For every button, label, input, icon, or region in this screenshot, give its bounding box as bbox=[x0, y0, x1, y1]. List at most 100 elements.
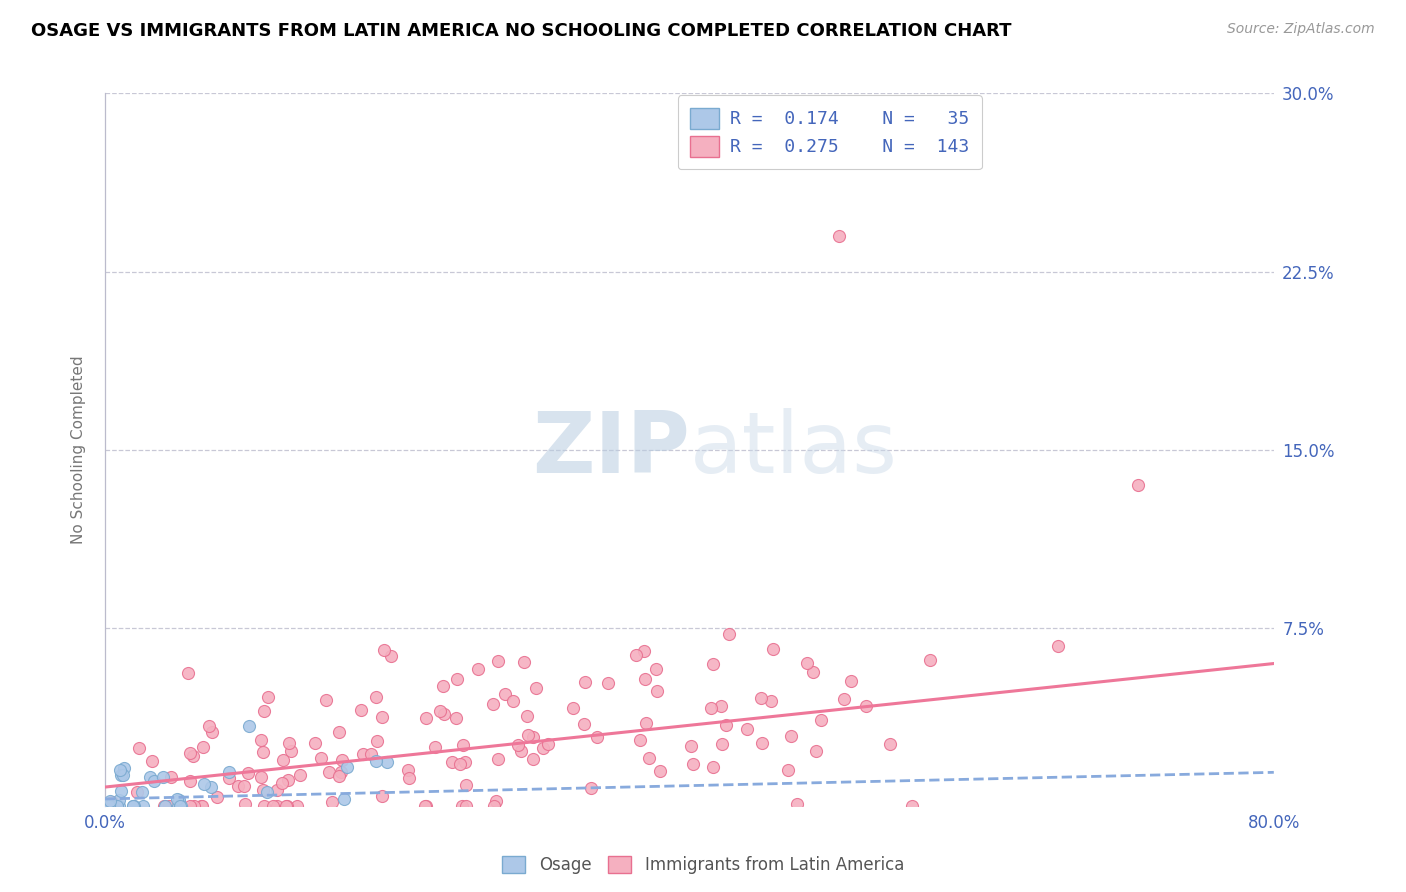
Point bbox=[218, 764, 240, 779]
Point bbox=[920, 652, 942, 666]
Point bbox=[522, 731, 544, 745]
Point bbox=[167, 799, 190, 814]
Point bbox=[205, 789, 228, 804]
Point bbox=[456, 778, 478, 792]
Point bbox=[183, 799, 205, 814]
Text: Source: ZipAtlas.com: Source: ZipAtlas.com bbox=[1227, 22, 1375, 37]
Point bbox=[328, 725, 350, 739]
Point bbox=[321, 795, 343, 809]
Y-axis label: No Schooling Completed: No Schooling Completed bbox=[72, 355, 86, 544]
Point bbox=[121, 799, 143, 814]
Point bbox=[444, 710, 467, 724]
Point bbox=[759, 694, 782, 708]
Point bbox=[160, 770, 183, 784]
Point bbox=[1046, 639, 1069, 653]
Point bbox=[166, 792, 188, 806]
Point bbox=[101, 795, 124, 809]
Point bbox=[711, 737, 734, 751]
Point bbox=[350, 703, 373, 717]
Point bbox=[177, 665, 200, 680]
Point bbox=[105, 799, 128, 814]
Point bbox=[328, 769, 350, 783]
Point bbox=[98, 799, 121, 814]
Point bbox=[718, 626, 741, 640]
Point bbox=[513, 655, 536, 669]
Point bbox=[700, 700, 723, 714]
Point bbox=[801, 665, 824, 679]
Point bbox=[96, 799, 118, 814]
Point bbox=[451, 738, 474, 752]
Point bbox=[238, 719, 260, 733]
Point bbox=[330, 765, 353, 780]
Point bbox=[645, 683, 668, 698]
Point bbox=[304, 736, 326, 750]
Point bbox=[108, 763, 131, 777]
Point bbox=[250, 733, 273, 747]
Point bbox=[508, 738, 530, 752]
Point bbox=[193, 739, 215, 754]
Point bbox=[454, 755, 477, 769]
Point bbox=[572, 716, 595, 731]
Text: atlas: atlas bbox=[689, 409, 897, 491]
Point bbox=[879, 737, 901, 751]
Point bbox=[482, 799, 505, 814]
Point bbox=[638, 750, 661, 764]
Point bbox=[375, 756, 398, 770]
Point bbox=[107, 793, 129, 807]
Point bbox=[181, 749, 204, 764]
Point bbox=[110, 784, 132, 798]
Point bbox=[433, 706, 456, 721]
Point bbox=[153, 799, 176, 814]
Point bbox=[233, 779, 256, 793]
Point bbox=[415, 711, 437, 725]
Point bbox=[839, 673, 862, 688]
Point bbox=[352, 747, 374, 762]
Point bbox=[141, 754, 163, 768]
Point bbox=[537, 737, 560, 751]
Point bbox=[482, 698, 505, 712]
Point bbox=[440, 756, 463, 770]
Point bbox=[486, 752, 509, 766]
Point bbox=[169, 799, 191, 814]
Point bbox=[398, 771, 420, 785]
Point bbox=[256, 785, 278, 799]
Point bbox=[644, 662, 666, 676]
Point bbox=[371, 789, 394, 804]
Point bbox=[200, 780, 222, 794]
Point bbox=[633, 644, 655, 658]
Point bbox=[128, 741, 150, 756]
Point bbox=[122, 799, 145, 814]
Point bbox=[167, 793, 190, 807]
Point bbox=[494, 687, 516, 701]
Point bbox=[531, 741, 554, 756]
Point bbox=[650, 764, 672, 778]
Point bbox=[778, 763, 800, 777]
Point bbox=[179, 773, 201, 788]
Point bbox=[179, 799, 201, 814]
Point bbox=[832, 691, 855, 706]
Point bbox=[152, 770, 174, 784]
Point bbox=[252, 783, 274, 797]
Point bbox=[796, 656, 818, 670]
Point bbox=[100, 794, 122, 808]
Point bbox=[190, 799, 212, 814]
Point bbox=[107, 799, 129, 814]
Point bbox=[256, 690, 278, 704]
Point bbox=[751, 737, 773, 751]
Point bbox=[628, 733, 651, 747]
Point bbox=[233, 797, 256, 811]
Point bbox=[828, 228, 851, 243]
Point bbox=[333, 792, 356, 806]
Point bbox=[634, 672, 657, 686]
Point bbox=[309, 751, 332, 765]
Point bbox=[277, 772, 299, 787]
Point bbox=[360, 747, 382, 761]
Point bbox=[702, 657, 724, 671]
Point bbox=[97, 799, 120, 814]
Point bbox=[486, 655, 509, 669]
Point bbox=[624, 648, 647, 662]
Point bbox=[226, 779, 249, 793]
Point bbox=[139, 770, 162, 784]
Point bbox=[131, 799, 153, 814]
Text: ZIP: ZIP bbox=[531, 409, 689, 491]
